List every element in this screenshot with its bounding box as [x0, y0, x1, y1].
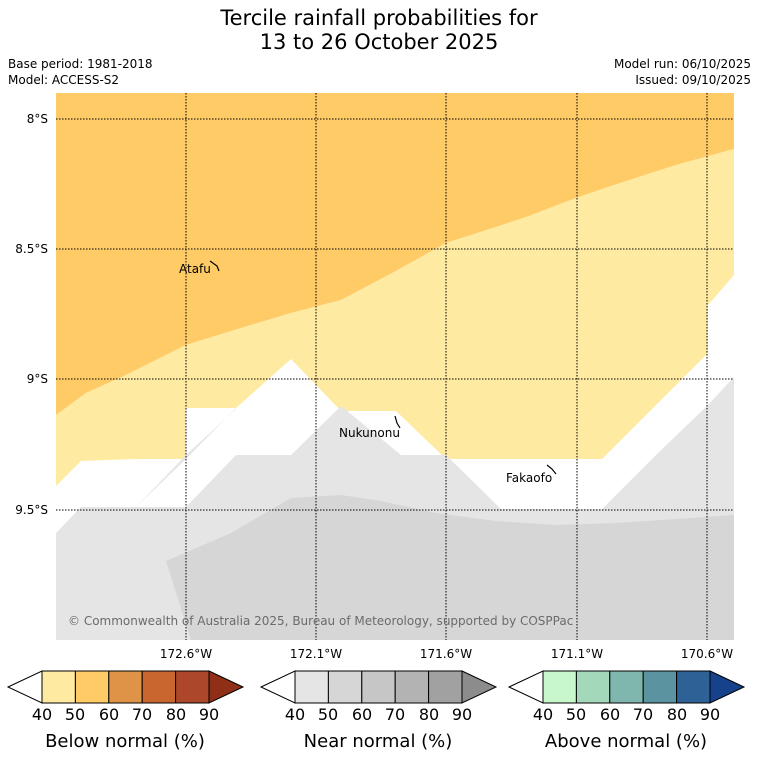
below-normal-swatch-2: [74, 670, 110, 704]
above-normal-swatch-3: [609, 670, 644, 704]
above-normal-tick-80: 80: [666, 705, 688, 724]
below-normal-swatch-0: [6, 670, 43, 704]
below-normal-tick-70: 70: [131, 705, 153, 724]
near-normal-50-region: [166, 495, 734, 640]
above-normal-tick-50: 50: [565, 705, 587, 724]
map-area: [56, 93, 734, 640]
near-normal-tick-40: 40: [284, 705, 306, 724]
near-normal-tick-60: 60: [351, 705, 373, 724]
base-period: Base period: 1981-2018: [8, 57, 153, 71]
lon-label-172-1w: 172.1°W: [289, 647, 343, 661]
colorbar-above-normal: [507, 670, 746, 704]
near-normal-tick-90: 90: [451, 705, 473, 724]
above-normal-tick-40: 40: [532, 705, 554, 724]
below-normal-tick-50: 50: [64, 705, 86, 724]
near-normal-swatch-4: [394, 670, 430, 704]
above-normal-swatch-6: [709, 670, 746, 704]
above-normal-swatch-1: [542, 670, 577, 704]
above-normal-swatch-2: [575, 670, 611, 704]
near-normal-swatch-5: [428, 670, 463, 704]
below-normal-tick-60: 60: [98, 705, 120, 724]
below-normal-swatch-1: [41, 670, 76, 704]
lon-label-172-6w: 172.6°W: [159, 647, 213, 661]
graticule: [56, 93, 734, 640]
below-normal-swatch-6: [208, 670, 245, 704]
above-normal-tick-60: 60: [599, 705, 621, 724]
lat-label-9-5s: 9.5°S: [15, 503, 48, 517]
below-normal-swatch-3: [108, 670, 143, 704]
near-normal-swatch-0: [259, 670, 296, 704]
lon-label-171-1w: 171.1°W: [550, 647, 604, 661]
lon-label-171-6w: 171.6°W: [419, 647, 473, 661]
below-normal-title: Below normal (%): [45, 731, 205, 752]
lat-label-9s: 9°S: [26, 372, 48, 386]
lat-label-8-5s: 8.5°S: [15, 242, 48, 256]
below-normal-swatch-4: [141, 670, 177, 704]
copyright-notice: © Commonwealth of Australia 2025, Bureau…: [68, 614, 574, 628]
chart-title-line2: 13 to 26 October 2025: [259, 30, 499, 54]
below-normal-tick-40: 40: [31, 705, 53, 724]
above-normal-title: Above normal (%): [544, 731, 708, 752]
below-normal-swatch-5: [175, 670, 210, 704]
map-canvas: [56, 93, 734, 640]
above-normal-swatch-5: [676, 670, 711, 704]
place-label-fakaofo: Fakaofo: [506, 471, 553, 485]
above-normal-swatch-4: [642, 670, 678, 704]
near-normal-swatch-6: [461, 670, 498, 704]
near-normal-tick-70: 70: [384, 705, 406, 724]
near-normal-swatch-3: [361, 670, 396, 704]
near-normal-title: Near normal (%): [303, 731, 453, 752]
below-normal-tick-90: 90: [198, 705, 220, 724]
near-normal-tick-50: 50: [317, 705, 339, 724]
place-label-nukunonu: Nukunonu: [339, 426, 400, 440]
near-normal-swatch-2: [327, 670, 363, 704]
lat-label-8s: 8°S: [26, 112, 48, 126]
chart-title-line1: Tercile rainfall probabilities for: [220, 6, 538, 30]
near-normal-swatch-1: [294, 670, 329, 704]
place-label-atafu: Atafu: [179, 262, 211, 276]
below-normal-tick-80: 80: [165, 705, 187, 724]
lon-label-170-6w: 170.6°W: [680, 647, 734, 661]
model-name: Model: ACCESS-S2: [8, 73, 120, 87]
above-normal-swatch-0: [507, 670, 544, 704]
below-normal-60-region: [56, 93, 734, 415]
issued-date: Issued: 09/10/2025: [635, 73, 751, 87]
above-normal-tick-70: 70: [632, 705, 654, 724]
near-normal-tick-80: 80: [418, 705, 440, 724]
atafu-atoll-shape: [209, 260, 220, 272]
below-normal-50-region: [56, 149, 734, 486]
colorbar-near-normal: [259, 670, 498, 704]
model-run: Model run: 06/10/2025: [613, 57, 751, 71]
above-normal-tick-90: 90: [699, 705, 721, 724]
colorbar-below-normal: [6, 670, 245, 704]
fakaofo-atoll-shape: [546, 464, 557, 475]
colorbars: [6, 670, 746, 704]
nukunonu-atoll-shape: [394, 415, 401, 429]
